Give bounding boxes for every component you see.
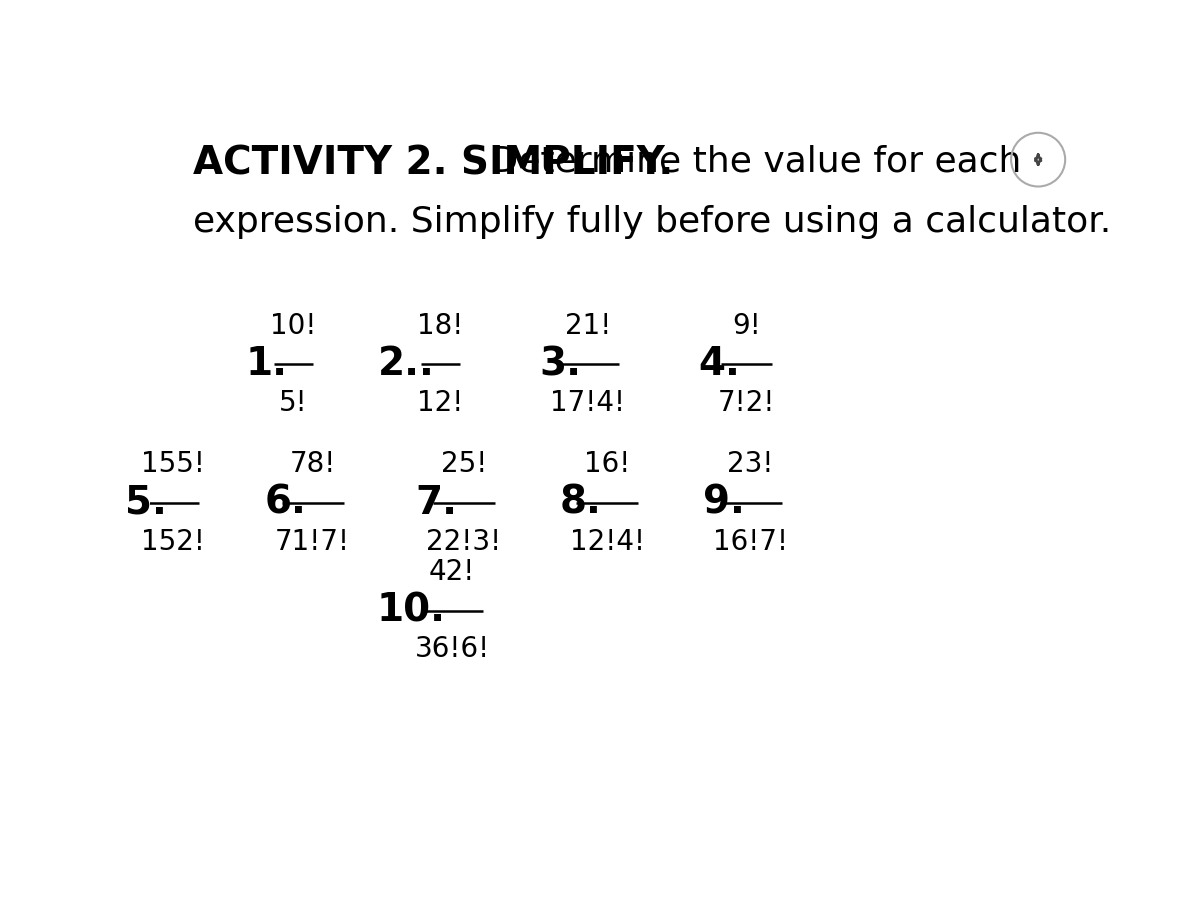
Text: ACTIVITY 2. SIMPLIFY.: ACTIVITY 2. SIMPLIFY. bbox=[193, 145, 673, 183]
Text: 6.: 6. bbox=[265, 484, 306, 521]
Text: 16!: 16! bbox=[584, 450, 630, 478]
Text: 5.: 5. bbox=[125, 484, 167, 521]
Text: Determine the value for each: Determine the value for each bbox=[479, 145, 1021, 179]
Text: 2..: 2.. bbox=[378, 345, 434, 383]
Text: 12!4!: 12!4! bbox=[570, 528, 644, 555]
Text: expression. Simplify fully before using a calculator.: expression. Simplify fully before using … bbox=[193, 205, 1111, 239]
Text: 9.: 9. bbox=[702, 484, 744, 521]
Text: 1.: 1. bbox=[245, 345, 287, 383]
Text: 152!: 152! bbox=[142, 528, 205, 555]
Text: 71!7!: 71!7! bbox=[275, 528, 350, 555]
Text: 25!: 25! bbox=[440, 450, 487, 478]
Text: 3.: 3. bbox=[540, 345, 582, 383]
Text: 10!: 10! bbox=[270, 311, 317, 340]
Text: 22!3!: 22!3! bbox=[426, 528, 502, 555]
Text: 18!: 18! bbox=[418, 311, 464, 340]
Text: 9!: 9! bbox=[732, 311, 761, 340]
Text: 7!2!: 7!2! bbox=[718, 389, 775, 417]
Text: 4.: 4. bbox=[698, 345, 740, 383]
Text: 42!: 42! bbox=[430, 558, 475, 586]
Text: 10.: 10. bbox=[377, 592, 446, 630]
Text: 21!: 21! bbox=[565, 311, 611, 340]
Text: 5!: 5! bbox=[278, 389, 307, 417]
Text: 8.: 8. bbox=[559, 484, 601, 521]
Text: 23!: 23! bbox=[727, 450, 774, 478]
Text: 36!6!: 36!6! bbox=[415, 635, 490, 664]
Text: 17!4!: 17!4! bbox=[551, 389, 625, 417]
Text: 12!: 12! bbox=[418, 389, 464, 417]
Text: 78!: 78! bbox=[289, 450, 336, 478]
Text: 16!7!: 16!7! bbox=[713, 528, 788, 555]
Text: 7.: 7. bbox=[415, 484, 457, 521]
Text: 155!: 155! bbox=[142, 450, 205, 478]
